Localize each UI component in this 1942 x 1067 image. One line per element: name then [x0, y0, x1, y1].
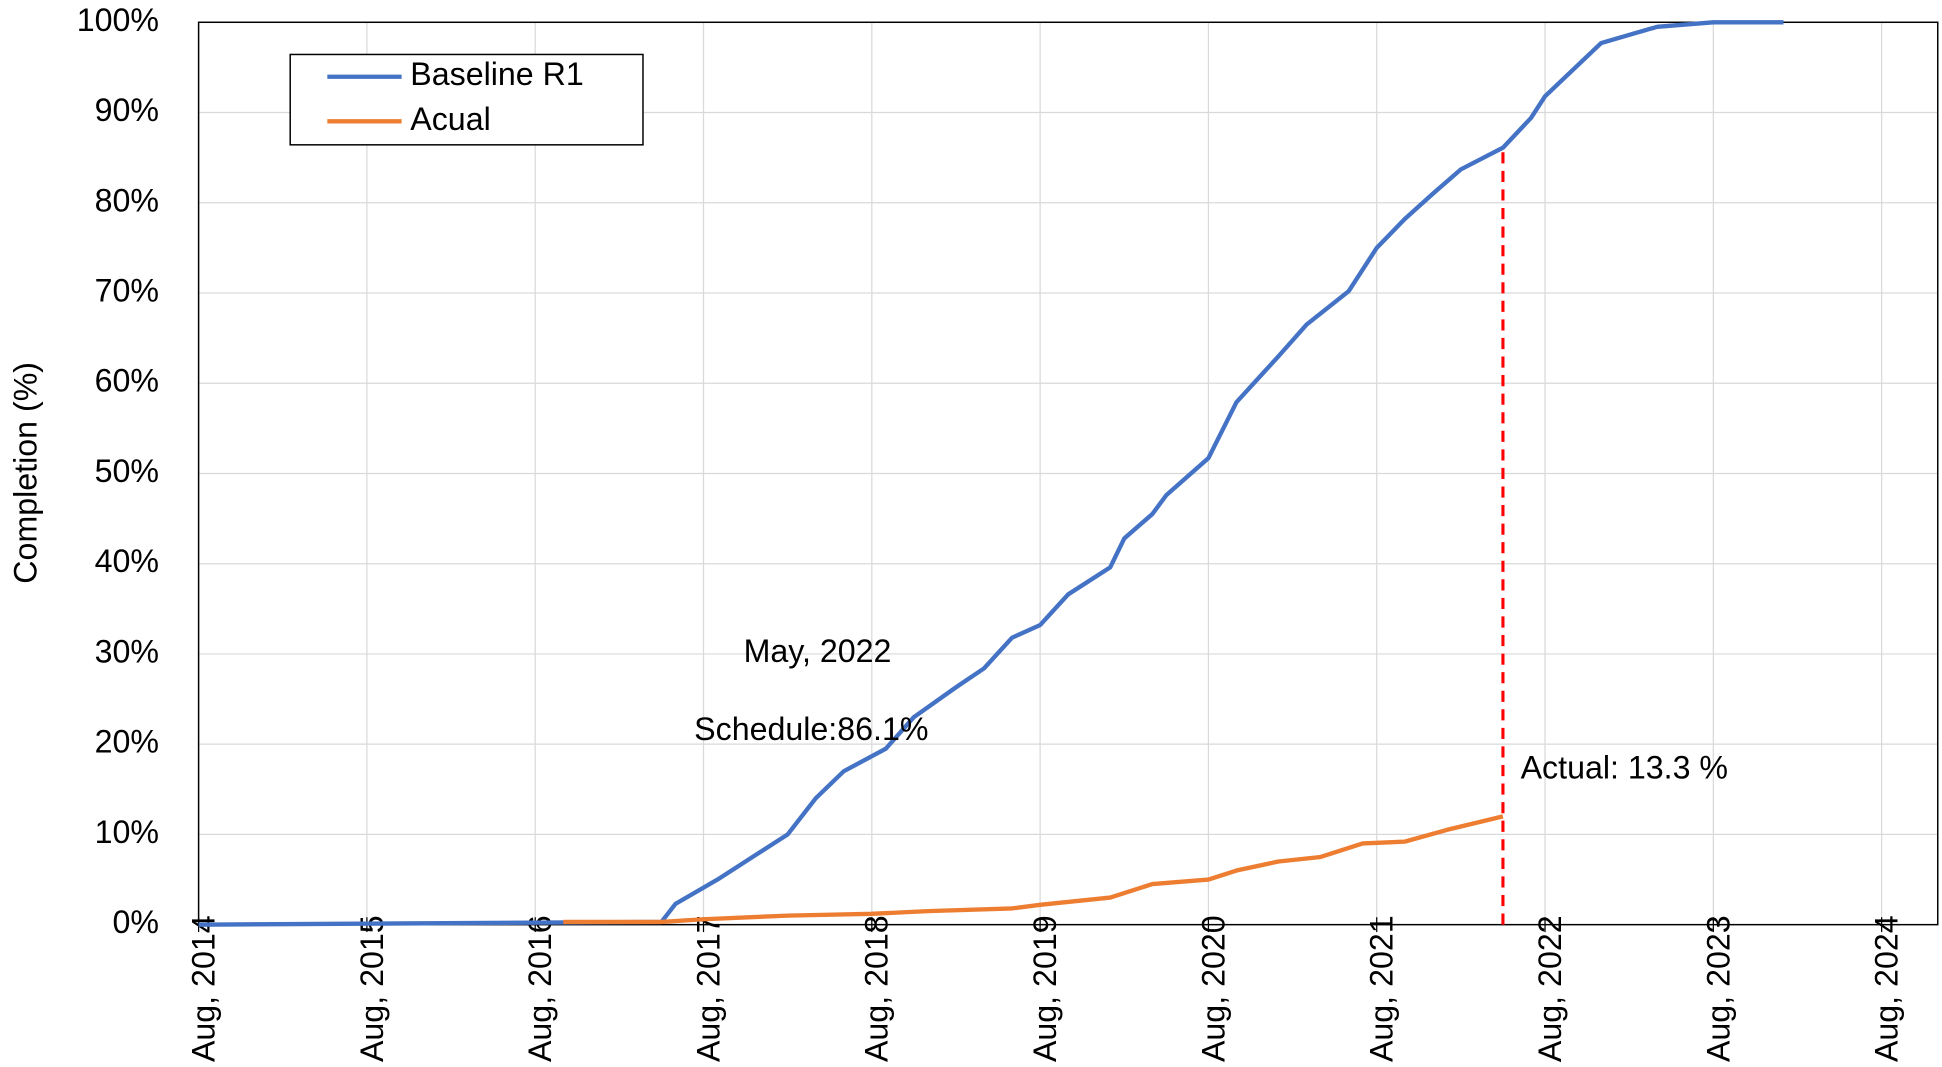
x-tick-label: Aug, 2023: [1700, 915, 1736, 1062]
y-tick-label: 90%: [95, 92, 159, 128]
y-tick-label: 10%: [95, 814, 159, 850]
y-tick-label: 60%: [95, 363, 159, 399]
x-tick-label: Aug, 2020: [1195, 915, 1231, 1062]
legend-box: [289, 53, 644, 146]
annotation: Schedule:86.1%: [694, 711, 928, 747]
x-tick-label: Aug, 2017: [690, 915, 726, 1062]
x-tick-label: Aug, 2021: [1364, 915, 1400, 1062]
y-tick-label: 70%: [95, 272, 159, 308]
y-axis-label: Completion (%): [7, 362, 43, 584]
y-tick-label: 100%: [77, 2, 159, 38]
annotation: Actual: 13.3 %: [1521, 749, 1728, 785]
x-tick-label: Aug, 2024: [1869, 915, 1905, 1062]
legend-label: Baseline R1: [410, 56, 583, 92]
annotation: May, 2022: [744, 633, 892, 669]
data-line: [198, 20, 1784, 927]
y-tick-label: 50%: [95, 453, 159, 489]
y-tick-label: 80%: [95, 182, 159, 218]
x-tick-label: Aug, 2018: [859, 915, 895, 1062]
y-tick-label: 20%: [95, 724, 159, 760]
x-tick-label: Aug, 2014: [186, 915, 222, 1062]
y-tick-label: 40%: [95, 543, 159, 579]
plot-frame: [197, 21, 1939, 926]
legend-label: Acual: [410, 101, 490, 137]
x-tick-label: Aug, 2016: [522, 915, 558, 1062]
y-tick-label: 30%: [95, 633, 159, 669]
x-tick-label: Aug, 2015: [354, 915, 390, 1062]
x-tick-label: Aug, 2022: [1532, 915, 1568, 1062]
data-line: [563, 814, 1504, 925]
x-tick-label: Aug, 2019: [1027, 915, 1063, 1062]
y-tick-label: 0%: [112, 904, 159, 940]
